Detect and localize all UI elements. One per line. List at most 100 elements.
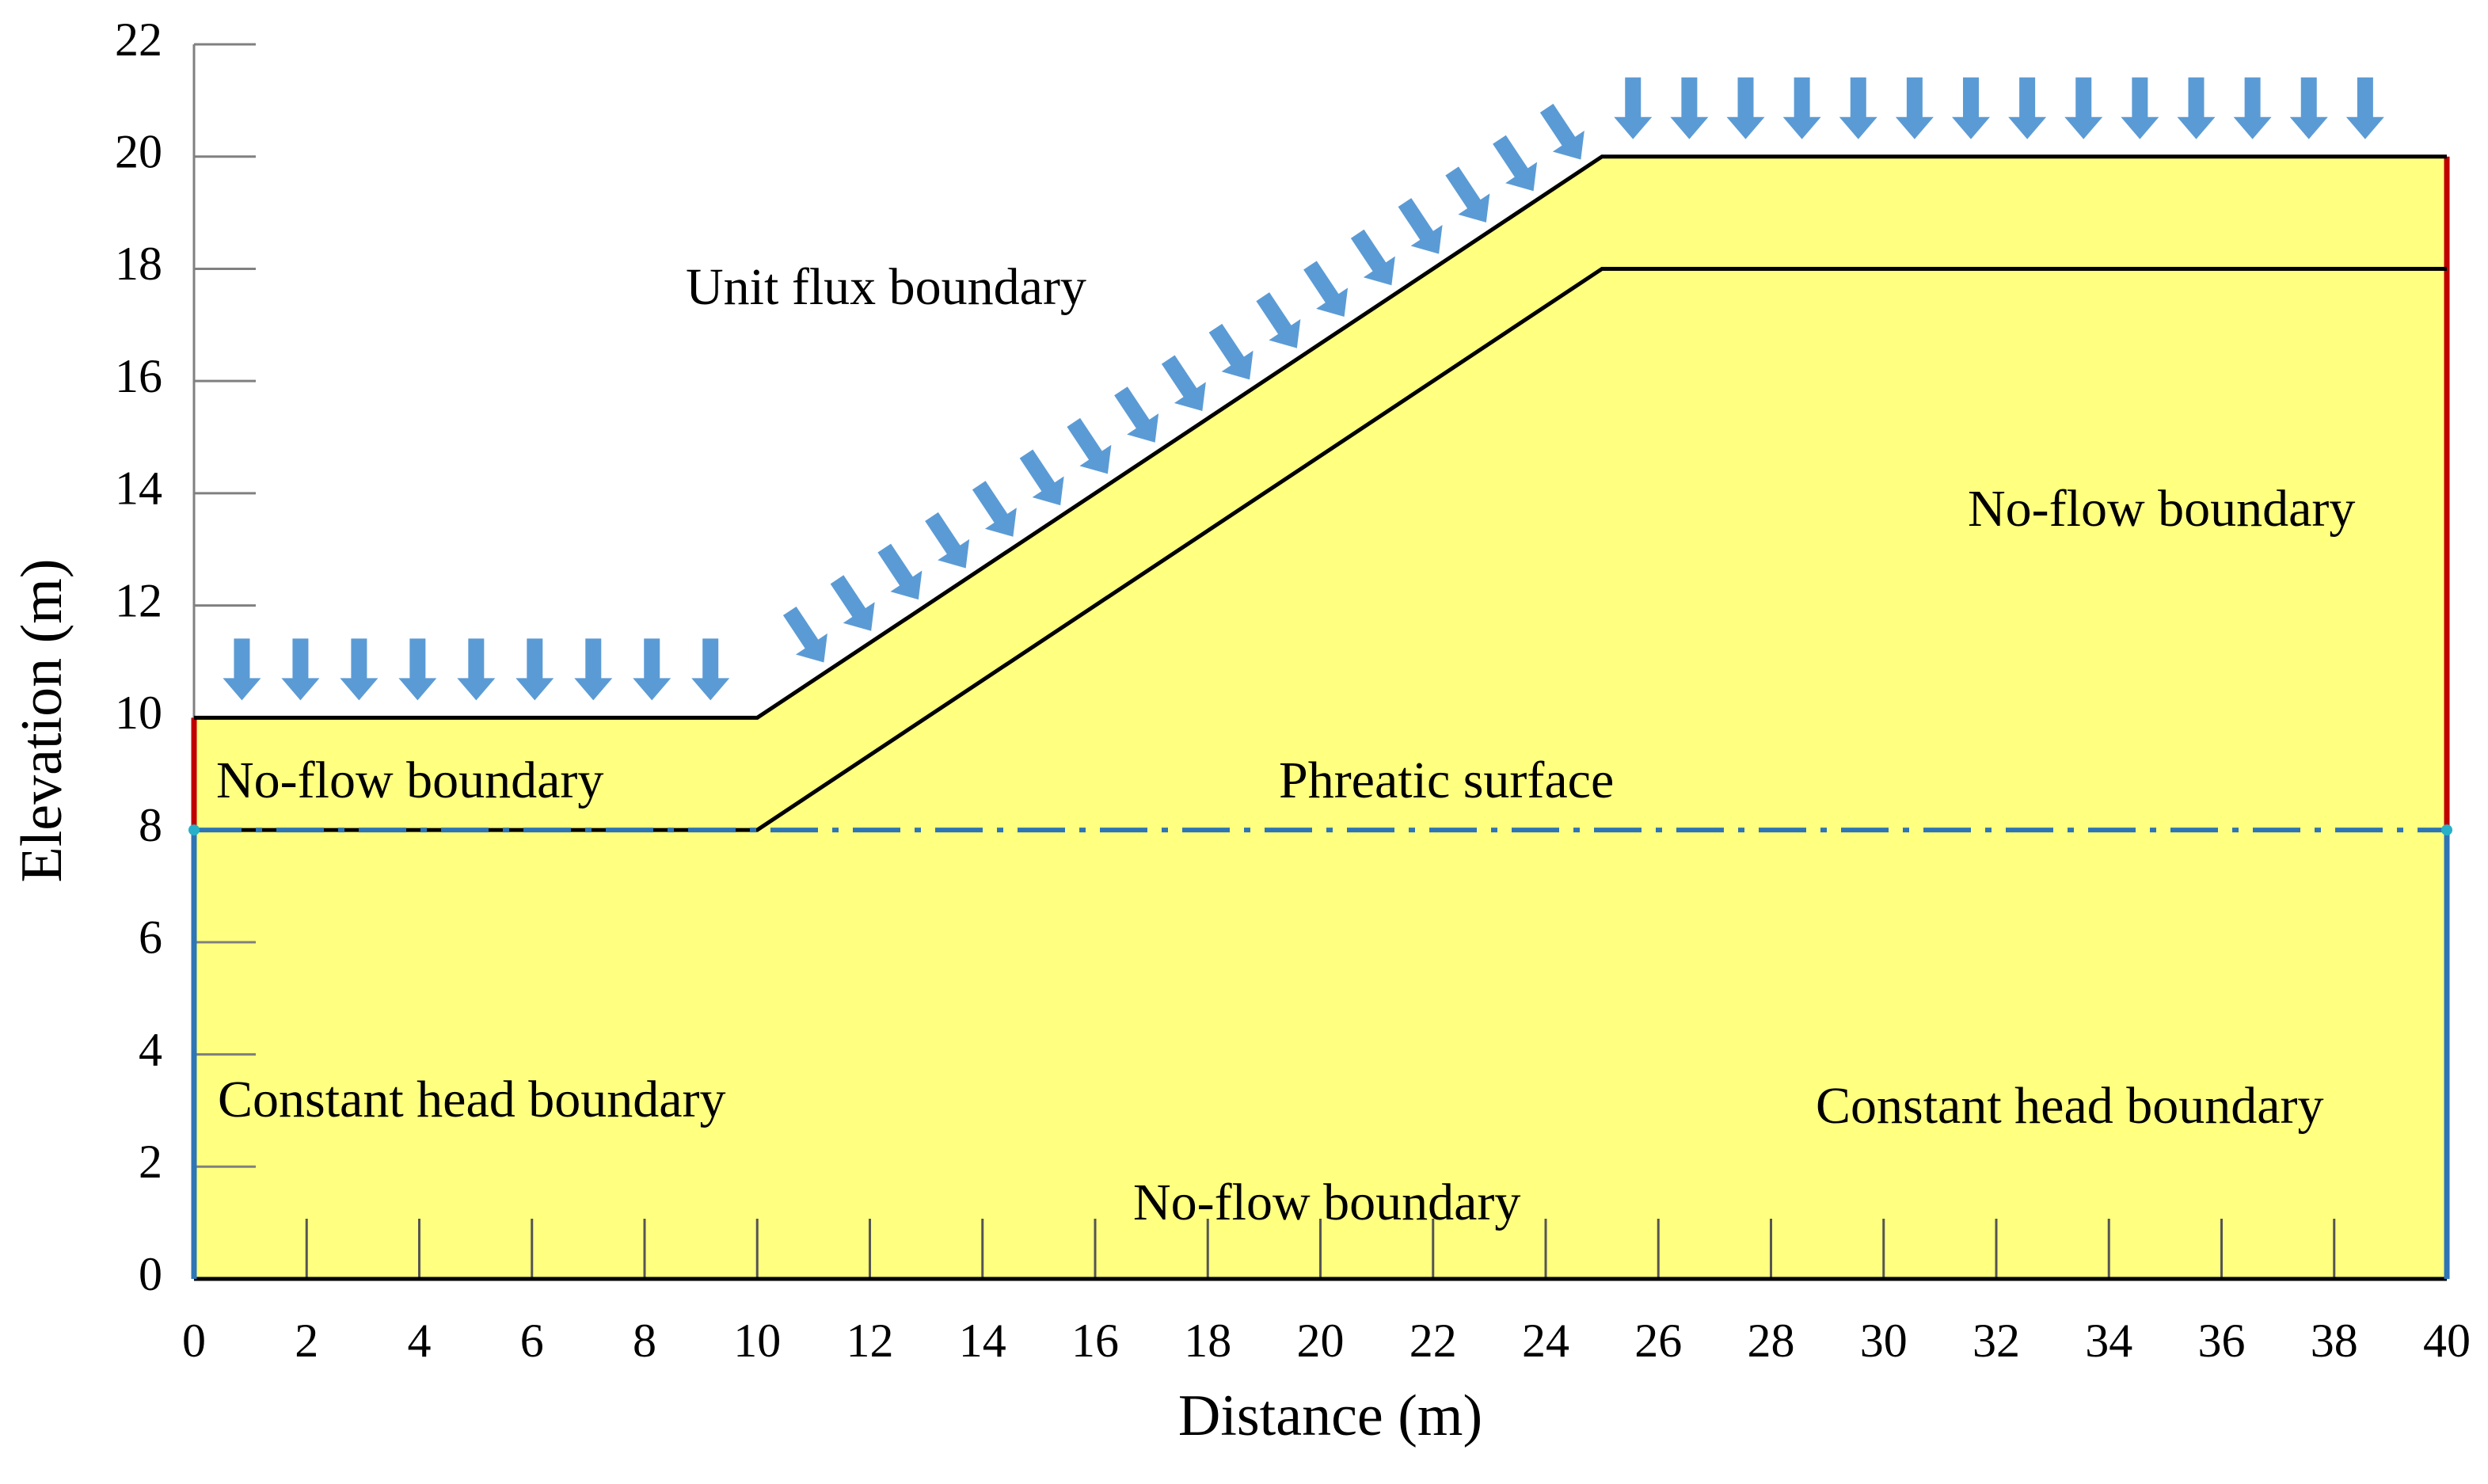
flux-arrow-shape: [2233, 77, 2272, 139]
x-tick-label: 26: [1634, 1315, 1682, 1367]
flux-arrow: [2064, 77, 2103, 139]
flux-arrow: [281, 638, 320, 701]
flux-arrow: [2289, 77, 2328, 139]
flux-arrow: [1256, 292, 1301, 348]
x-tick-label: 2: [295, 1315, 318, 1367]
phreatic-end: [188, 824, 200, 836]
flux-arrow: [691, 638, 730, 701]
annotation: No-flow boundary: [1133, 1174, 1520, 1231]
flux-arrow-shape: [457, 638, 496, 701]
x-tick-label: 28: [1748, 1315, 1795, 1367]
flux-arrow: [1782, 77, 1821, 139]
flux-arrow: [877, 543, 923, 600]
flux-arrow: [1614, 77, 1653, 139]
flux-arrow: [1398, 198, 1443, 254]
flux-arrow: [1670, 77, 1709, 139]
flux-arrow: [1895, 77, 1934, 139]
flux-arrow-shape: [925, 512, 970, 569]
series-line: [194, 154, 2447, 720]
flux-arrow: [1019, 449, 1064, 506]
flux-arrow-shape: [782, 606, 827, 663]
flux-arrow: [1114, 386, 1159, 443]
flux-arrow-shape: [1114, 386, 1159, 443]
y-tick-label: 0: [139, 1248, 162, 1300]
annotation: Constant head boundary: [1816, 1077, 2324, 1135]
flux-arrow: [1493, 135, 1538, 192]
flux-arrow: [223, 638, 261, 701]
flux-arrow-shape: [972, 481, 1017, 537]
flux-arrow-shape: [1670, 77, 1709, 139]
flux-arrow: [1951, 77, 1990, 139]
flux-arrow: [574, 638, 613, 701]
y-tick-label: 22: [115, 13, 162, 66]
flux-arrow: [633, 638, 671, 701]
y-tick-label: 6: [139, 911, 162, 964]
x-tick-label: 36: [2198, 1315, 2246, 1367]
flux-arrow-shape: [1208, 323, 1254, 380]
x-tick-label: 40: [2423, 1315, 2471, 1367]
flux-arrow-shape: [877, 543, 923, 600]
y-tick-label: 14: [115, 462, 162, 515]
annotation: Unit flux boundary: [686, 258, 1086, 316]
flux-arrow-shape: [1839, 77, 1877, 139]
x-tick-label: 16: [1071, 1315, 1119, 1367]
flux-arrow: [1067, 417, 1112, 474]
flux-arrow-shape: [830, 575, 875, 631]
flux-arrow-shape: [2289, 77, 2328, 139]
flux-arrow: [782, 606, 827, 663]
flux-arrow: [1303, 261, 1349, 317]
x-tick-label: 6: [520, 1315, 544, 1367]
flux-arrow-shape: [1256, 292, 1301, 348]
x-tick-label: 4: [408, 1315, 432, 1367]
flux-arrow-shape: [2064, 77, 2103, 139]
y-tick-label: 8: [139, 799, 162, 851]
flux-arrow: [1445, 166, 1490, 223]
flux-arrow: [515, 638, 554, 701]
flux-arrow-shape: [2008, 77, 2047, 139]
y-tick-label: 2: [139, 1136, 162, 1188]
y-tick-label: 10: [115, 687, 162, 739]
y-tick-label: 4: [139, 1023, 162, 1075]
flux-arrow-shape: [2345, 77, 2384, 139]
flux-arrow-shape: [633, 638, 671, 701]
flux-arrow-shape: [515, 638, 554, 701]
flux-arrow-shape: [340, 638, 379, 701]
flux-arrow: [398, 638, 437, 701]
flux-arrow: [1350, 229, 1395, 286]
flux-arrow: [972, 481, 1017, 537]
annotation: No-flow boundary: [1968, 480, 2355, 538]
flux-arrow: [1161, 355, 1206, 412]
flux-arrow-shape: [1493, 135, 1538, 192]
flux-arrow-shape: [1067, 417, 1112, 474]
annotation: Constant head boundary: [218, 1071, 726, 1128]
phreatic-end: [2441, 824, 2452, 836]
x-tick-label: 0: [182, 1315, 206, 1367]
y-axis-title: Elevation (m): [10, 559, 74, 883]
x-tick-label: 18: [1184, 1315, 1231, 1367]
flux-arrow: [2121, 77, 2159, 139]
x-tick-label: 24: [1522, 1315, 1569, 1367]
x-axis-title: Distance (m): [1178, 1383, 1482, 1448]
flux-arrow-shape: [1398, 198, 1443, 254]
x-tick-label: 10: [733, 1315, 781, 1367]
y-tick-label: 18: [115, 238, 162, 290]
flux-arrow-shape: [1161, 355, 1206, 412]
x-tick-label: 38: [2311, 1315, 2358, 1367]
flux-arrow-shape: [574, 638, 613, 701]
x-tick-label: 32: [1973, 1315, 2020, 1367]
flux-arrow-shape: [1350, 229, 1395, 286]
flux-arrow-shape: [398, 638, 437, 701]
x-tick-label: 22: [1409, 1315, 1457, 1367]
x-tick-label: 8: [633, 1315, 656, 1367]
annotation: Phreatic surface: [1279, 752, 1614, 809]
flux-arrow-shape: [1539, 104, 1584, 160]
x-tick-label: 14: [959, 1315, 1006, 1367]
flux-arrow-shape: [1895, 77, 1934, 139]
x-tick-label: 20: [1297, 1315, 1345, 1367]
flux-arrow: [340, 638, 379, 701]
flux-arrow: [1839, 77, 1877, 139]
y-tick-label: 20: [115, 125, 162, 177]
flux-arrow: [2177, 77, 2216, 139]
flux-arrow-shape: [223, 638, 261, 701]
